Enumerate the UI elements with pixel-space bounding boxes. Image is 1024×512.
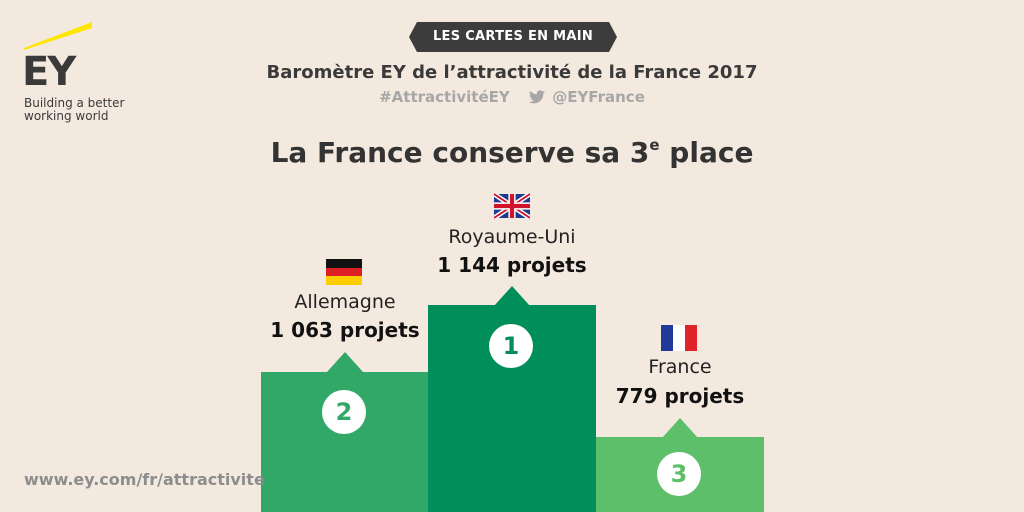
uk-flag-icon [494, 193, 530, 219]
ey-logo: EY [22, 49, 76, 95]
twitter-handle[interactable]: @EYFrance [552, 88, 645, 106]
banner-label: LES CARTES EN MAIN [432, 29, 594, 44]
footer-url[interactable]: www.ey.com/fr/attractivite [24, 470, 265, 489]
podium-pointer-2 [327, 352, 363, 372]
hashtag[interactable]: #AttractivitéEY [379, 88, 510, 106]
country-label-france: France [648, 356, 712, 378]
podium-pointer-3 [662, 418, 698, 438]
rank-badge-1: 1 [489, 324, 533, 368]
main-title: La France conserve sa 3e place [270, 136, 754, 169]
header-banner [409, 22, 617, 52]
france-flag-icon [661, 325, 697, 351]
projects-count-france: 779 projets [615, 384, 745, 408]
logo-tagline: Building a better working world [24, 96, 125, 123]
rank-badge-2: 2 [322, 390, 366, 434]
rank-badge-3: 3 [657, 452, 701, 496]
subtitle: Baromètre EY de l’attractivité de la Fra… [266, 62, 758, 83]
ey-logo-beam [24, 22, 92, 50]
germany-flag-icon [326, 259, 362, 285]
social-line: #AttractivitéEY @EYFrance [0, 88, 1024, 106]
country-label-royaume-uni: Royaume-Uni [448, 226, 576, 248]
projects-count-royaume-uni: 1 144 projets [437, 253, 587, 277]
country-label-allemagne: Allemagne [294, 291, 396, 313]
projects-count-allemagne: 1 063 projets [270, 318, 420, 342]
twitter-icon [528, 90, 545, 104]
podium-pointer-1 [494, 286, 530, 306]
